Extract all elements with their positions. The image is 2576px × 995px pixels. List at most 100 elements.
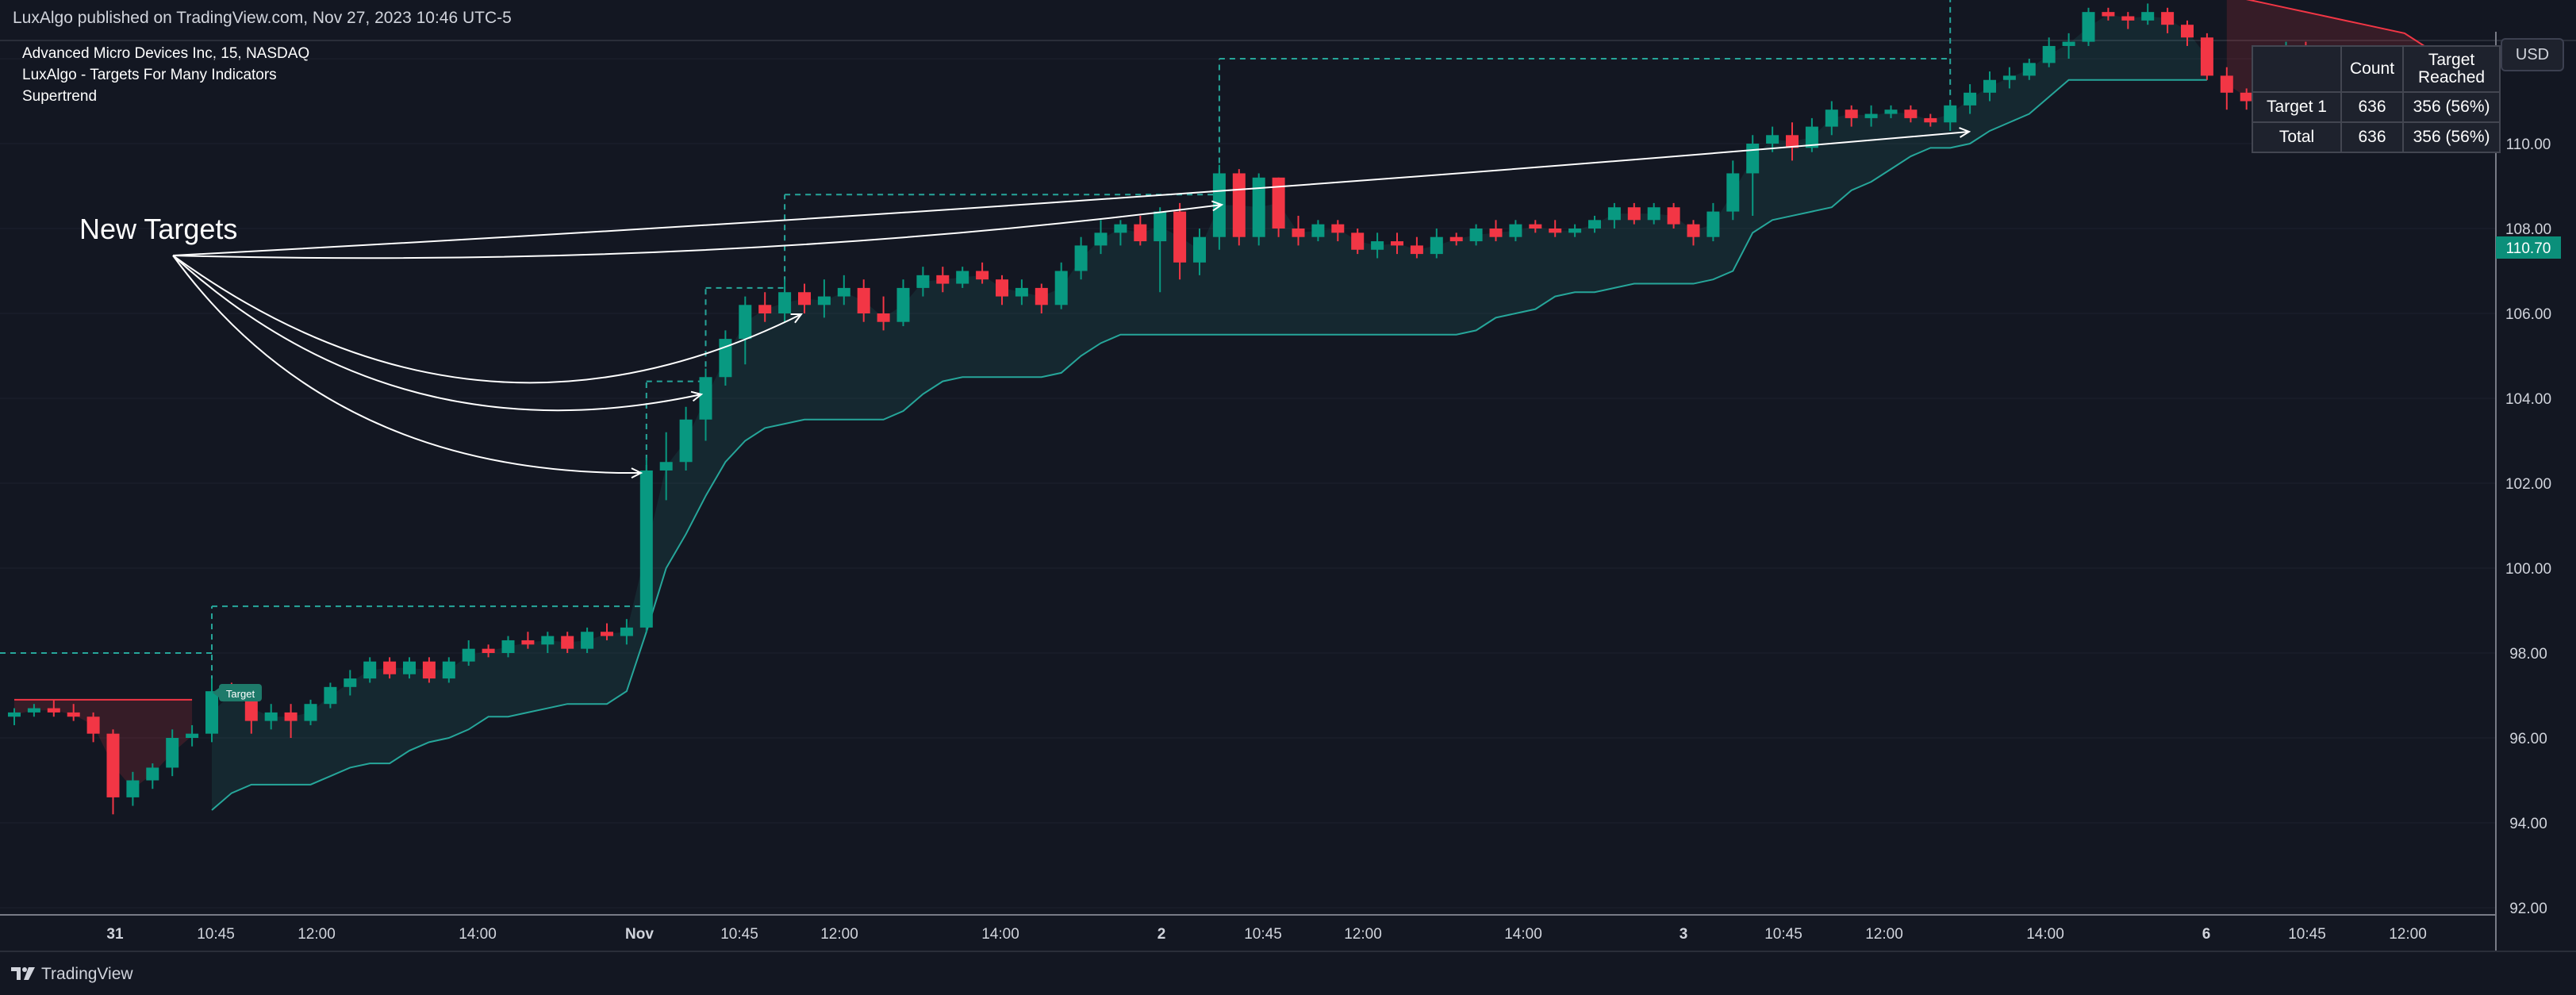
candle-bear: [1410, 245, 1423, 255]
time-tick-label: 3: [1680, 926, 1688, 943]
candle-bull: [1964, 92, 1977, 106]
candle-bear: [936, 275, 950, 284]
currency-button[interactable]: USD: [2501, 38, 2564, 71]
stats-total-label: Total: [2252, 121, 2342, 153]
footer-bar: TradingView: [0, 951, 2576, 995]
candle-bear: [1134, 224, 1147, 242]
price-tick-label: 100.00: [2505, 561, 2551, 578]
tradingview-logo-icon[interactable]: [11, 966, 35, 982]
candle-bull: [1607, 207, 1621, 221]
target-label-text: Target: [226, 688, 255, 700]
candle-bear: [2102, 12, 2115, 17]
candle-bear: [1667, 207, 1680, 225]
candle-bull: [837, 287, 850, 297]
candle-bull: [1371, 241, 1384, 250]
candle-bear: [482, 648, 495, 653]
candle-bull: [1054, 271, 1068, 305]
candle-bear: [1449, 236, 1463, 242]
candle-bull: [501, 640, 515, 653]
price-tick-label: 98.00: [2509, 646, 2547, 663]
time-tick-label: 12:00: [820, 926, 858, 943]
candle-bull: [264, 712, 278, 721]
stats-row-label: Target 1: [2252, 91, 2342, 123]
candle-bull: [27, 708, 40, 713]
candle-bear: [2200, 37, 2213, 76]
footer-brand[interactable]: TradingView: [41, 965, 133, 983]
candle-bull: [1825, 109, 1838, 127]
candle-bear: [2161, 12, 2175, 25]
candle-bull: [1430, 236, 1443, 255]
candle-bull: [1647, 207, 1660, 221]
candle-bear: [244, 695, 258, 721]
candle-bull: [1252, 177, 1265, 237]
annotation-arrow: [172, 132, 1969, 256]
candle-bull: [2042, 45, 2056, 63]
time-tick-label: 14:00: [2026, 926, 2064, 943]
candle-bull: [639, 470, 653, 628]
candle-bear: [1549, 229, 1562, 233]
supertrend-fill-area: [212, 13, 2207, 810]
candle-bear: [561, 636, 574, 649]
candle-bull: [1588, 220, 1601, 229]
candle-bear: [1173, 211, 1187, 263]
candle-bear: [2240, 92, 2253, 102]
candle-bull: [1884, 109, 1898, 114]
candle-bear: [67, 712, 80, 717]
candle-bear: [47, 708, 60, 713]
candle-bear: [976, 271, 989, 280]
candle-bull: [1726, 173, 1740, 212]
candle-bear: [2220, 75, 2233, 93]
stats-header-row: Count Target Reached: [2252, 45, 2501, 93]
candle-bull: [541, 636, 555, 645]
candle-bear: [1904, 109, 1918, 118]
time-tick-label: 14:00: [459, 926, 497, 943]
price-tick-label: 110.00: [2506, 136, 2551, 153]
candle-bear: [877, 313, 890, 322]
time-tick-label: 12:00: [1865, 926, 1903, 943]
time-tick-label: 14:00: [981, 926, 1019, 943]
candle-bull: [1766, 135, 1779, 144]
indicator-source[interactable]: Supertrend: [22, 88, 98, 105]
candle-bull: [1074, 245, 1088, 271]
candle-bull: [2082, 12, 2095, 42]
candle-bear: [1331, 224, 1345, 233]
candle-bull: [304, 704, 317, 721]
candle-bull: [896, 287, 910, 322]
annotation-arrow: [172, 255, 801, 384]
symbol-title[interactable]: Advanced Micro Devices Inc, 15, NASDAQ: [22, 45, 310, 62]
candle-bull: [778, 292, 792, 313]
candle-bear: [521, 640, 535, 645]
time-tick-label: 10:45: [197, 926, 235, 943]
time-tick-label: 2: [1157, 926, 1166, 943]
time-tick-label: 14:00: [1504, 926, 1542, 943]
indicator-title[interactable]: LuxAlgo - Targets For Many Indicators: [22, 67, 277, 83]
candle-bear: [1035, 287, 1048, 305]
candle-bull: [8, 712, 21, 717]
stats-row-count: 636: [2340, 91, 2405, 123]
price-tick-label: 94.00: [2509, 816, 2547, 832]
price-tick-label: 108.00: [2505, 221, 2551, 238]
candle-bear: [1351, 232, 1365, 250]
time-tick-label: 12:00: [298, 926, 336, 943]
time-tick-label: 12:00: [1344, 926, 1382, 943]
candle-bull: [1154, 211, 1167, 242]
candle-bear: [383, 661, 397, 674]
supertrend-up-line: [211, 79, 2207, 811]
stats-total-reached: 356 (56%): [2402, 121, 2501, 153]
candle-bull: [739, 305, 752, 340]
candle-bull: [2002, 75, 2016, 80]
annotation-arrow: [172, 205, 1222, 259]
candle-bull: [363, 661, 377, 679]
time-tick-label: 31: [106, 926, 124, 943]
time-axis: 31 10:45 12:00 14:00 Nov 10:45 12:00 14:00 2 10:4…: [106, 926, 2426, 943]
stats-header-count: Count: [2340, 45, 2405, 93]
chart-legend: Advanced Micro Devices Inc, 15, NASDAQ L…: [22, 43, 309, 107]
stats-table: Count Target Reached Target 1 636 356 (5…: [2252, 45, 2501, 153]
candle-bull: [2022, 63, 2036, 76]
candle-bear: [758, 305, 772, 313]
candle-bear: [1489, 229, 1503, 237]
supertrend-fill: [14, 0, 2464, 810]
candle-bear: [1232, 173, 1246, 237]
candle-bear: [1627, 207, 1641, 221]
